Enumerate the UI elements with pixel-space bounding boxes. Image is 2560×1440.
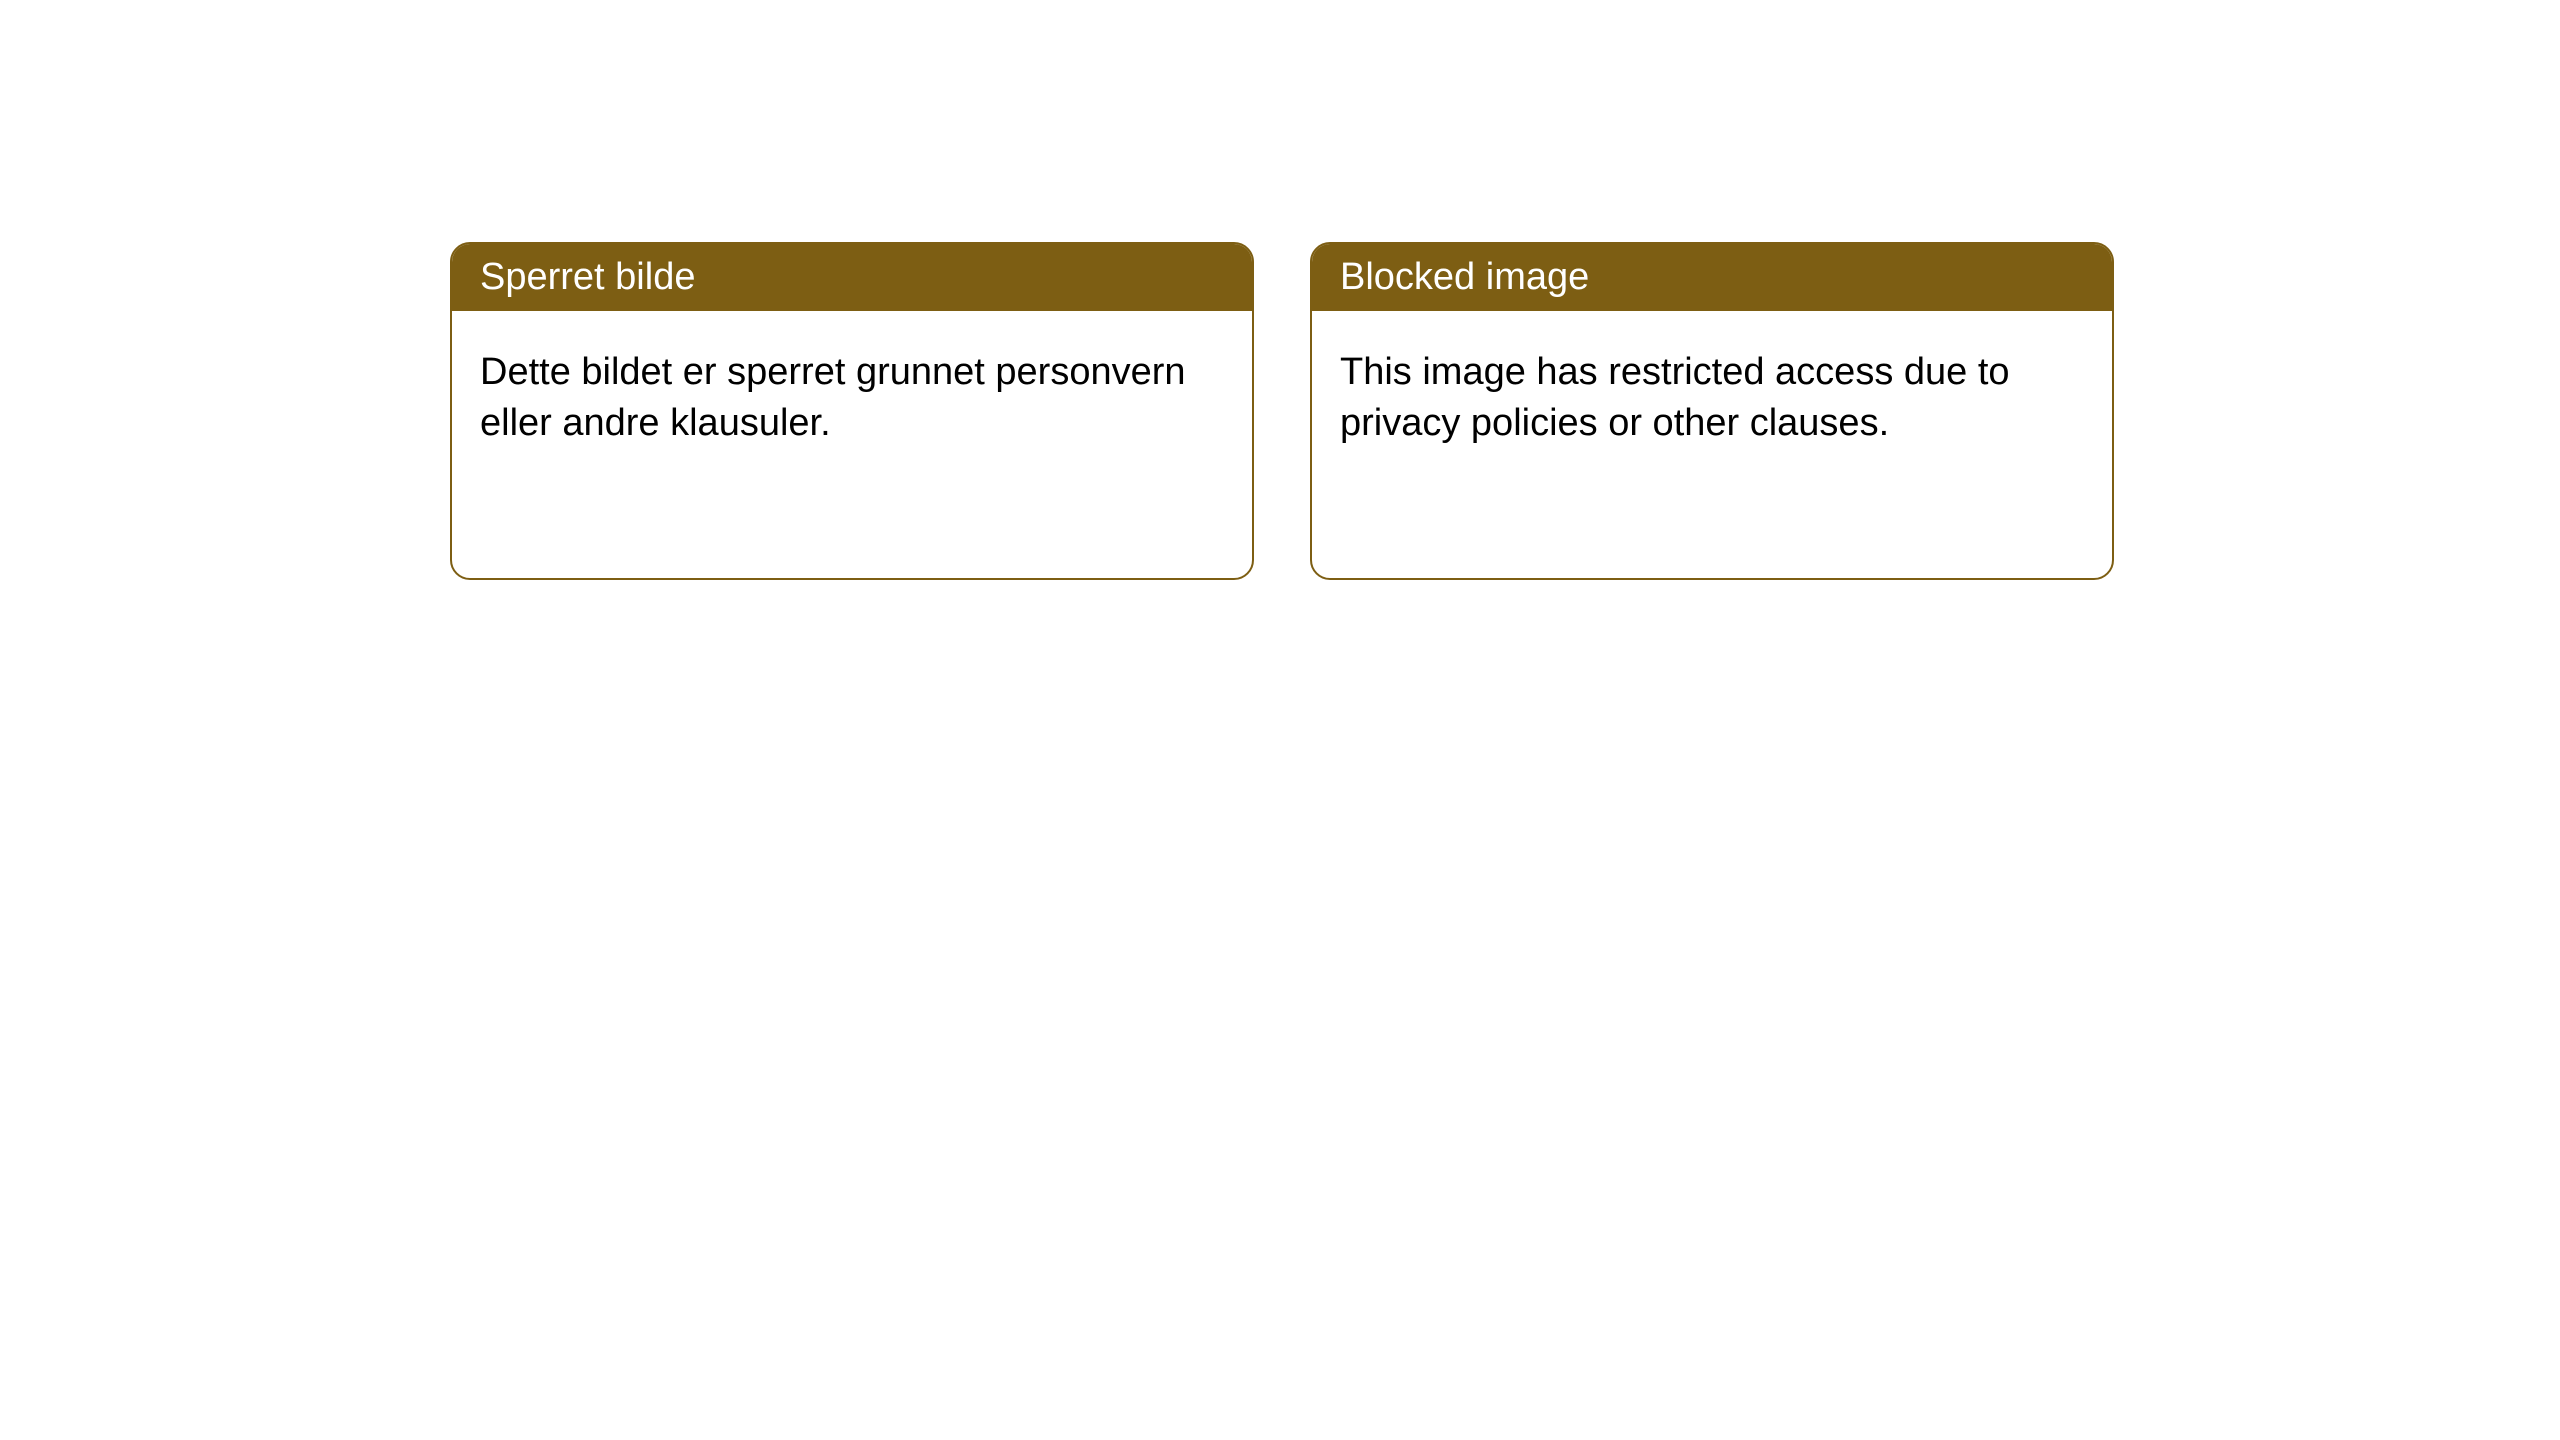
card-body: This image has restricted access due to … <box>1312 311 2112 486</box>
card-title: Sperret bilde <box>480 256 695 298</box>
card-header: Blocked image <box>1312 244 2112 311</box>
card-body-text: This image has restricted access due to … <box>1340 351 2010 444</box>
card-body-text: Dette bildet er sperret grunnet personve… <box>480 351 1186 444</box>
notice-cards-container: Sperret bilde Dette bildet er sperret gr… <box>450 242 2114 580</box>
card-body: Dette bildet er sperret grunnet personve… <box>452 311 1252 486</box>
card-title: Blocked image <box>1340 256 1589 298</box>
notice-card-english: Blocked image This image has restricted … <box>1310 242 2114 580</box>
card-header: Sperret bilde <box>452 244 1252 311</box>
notice-card-norwegian: Sperret bilde Dette bildet er sperret gr… <box>450 242 1254 580</box>
